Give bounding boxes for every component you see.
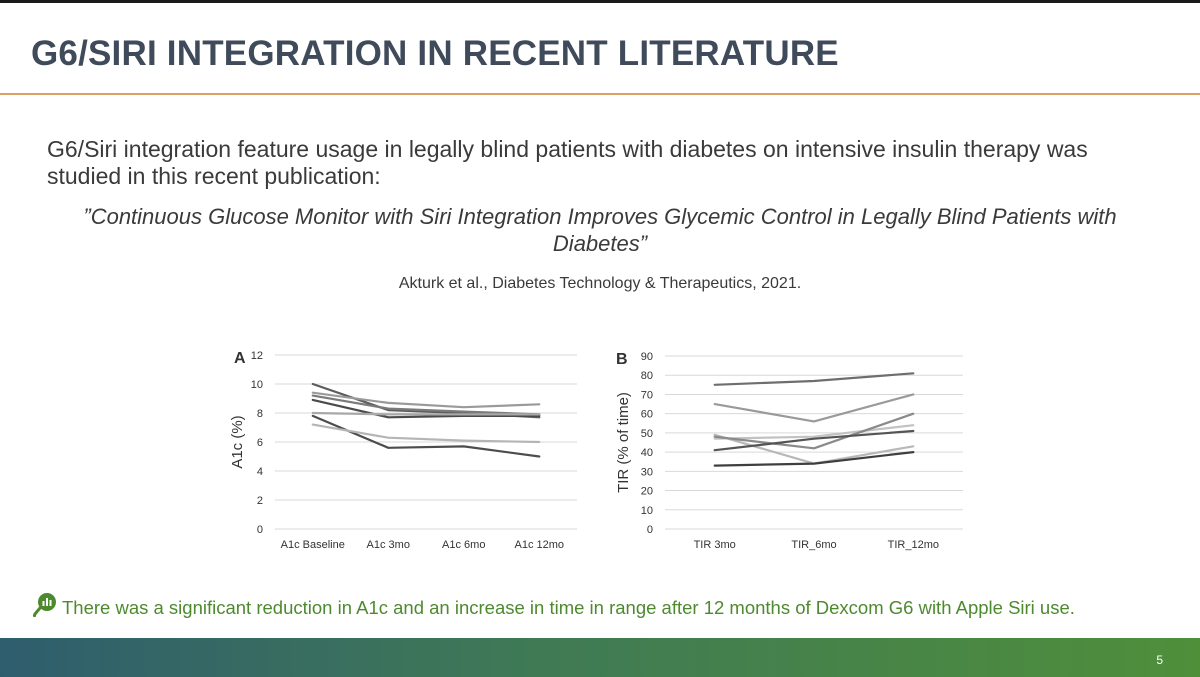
a1c-series-line — [311, 414, 541, 458]
tir-series-line — [713, 393, 915, 423]
a1c-panel-label: A — [234, 350, 246, 367]
tir-x-tick-label: TIR 3mo — [694, 539, 736, 551]
lightbulb-chart-icon — [32, 592, 58, 623]
tir-series-line — [713, 372, 915, 386]
a1c-y-tick-label: 4 — [257, 466, 263, 478]
a1c-y-tick-label: 8 — [257, 408, 263, 420]
a1c-series-line — [311, 391, 541, 409]
a1c-series-line — [311, 423, 541, 444]
footer-bar: 5 — [0, 638, 1200, 677]
a1c-x-tick-label: A1c 6mo — [442, 539, 485, 551]
a1c-series-line — [311, 411, 541, 416]
a1c-x-tick-label: A1c Baseline — [281, 539, 345, 551]
a1c-series-line — [311, 394, 541, 416]
tir-panel-label: B — [616, 351, 628, 368]
a1c-y-tick-label: 0 — [257, 524, 263, 536]
a1c-y-axis-label: A1c (%) — [229, 415, 246, 468]
conclusion: There was a significant reduction in A1c… — [32, 592, 1192, 623]
tir-series-line — [713, 412, 915, 450]
tir-series-line — [713, 450, 915, 467]
tir-y-tick-label: 0 — [647, 524, 653, 536]
page-number: 5 — [1156, 653, 1163, 667]
intro-text: G6/Siri integration feature usage in leg… — [47, 136, 1088, 189]
tir-x-tick-label: TIR_6mo — [791, 539, 836, 551]
a1c-series-line — [311, 398, 541, 419]
tir-y-axis-label: TIR (% of time) — [615, 392, 632, 493]
tir-y-tick-label: 60 — [641, 409, 653, 421]
top-border — [0, 0, 1200, 3]
tir-y-tick-label: 90 — [641, 351, 653, 363]
publication-title-quote: ”Continuous Glucose Monitor with Siri In… — [83, 204, 1117, 256]
title-divider — [0, 93, 1200, 95]
a1c-y-tick-label: 2 — [257, 495, 263, 507]
tir-series-line — [713, 424, 915, 440]
tir-y-tick-label: 80 — [641, 370, 653, 382]
citation: Akturk et al., Diabetes Technology & The… — [398, 275, 802, 292]
chart-a1c: 0 2 4 6 8 10 12 A1c Baseline A1c 3mo A1c 6mo A1c 1… — [229, 350, 577, 551]
slide-title: G6/SIRI INTEGRATION IN RECENT LITERATURE — [31, 34, 839, 73]
a1c-y-tick-label: 10 — [251, 379, 263, 391]
tir-series-line — [713, 429, 915, 452]
conclusion-text: There was a significant reduction in A1c… — [62, 597, 1075, 618]
a1c-x-tick-label: A1c 3mo — [367, 539, 410, 551]
tir-y-tick-label: 70 — [641, 389, 653, 401]
a1c-y-tick-label: 12 — [251, 350, 263, 362]
a1c-x-tick-label: A1c 12mo — [514, 539, 564, 551]
tir-y-tick-label: 10 — [641, 505, 653, 517]
tir-y-tick-label: 30 — [641, 466, 653, 478]
tir-y-tick-label: 50 — [641, 428, 653, 440]
tir-y-tick-label: 40 — [641, 447, 653, 459]
tir-y-tick-label: 20 — [641, 486, 653, 498]
a1c-y-tick-label: 6 — [257, 437, 263, 449]
chart-tir: 0 10 20 30 40 50 60 70 80 90 TIR 3mo TIR_6mo TIR_12m… — [615, 351, 963, 551]
tir-x-tick-label: TIR_12mo — [888, 539, 939, 551]
